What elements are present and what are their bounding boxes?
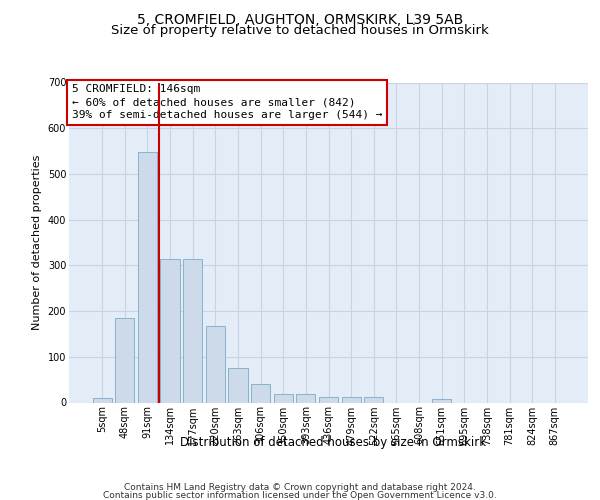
Bar (319, 397, 338, 402)
Bar (115, 318, 134, 402)
Bar (251, 384, 270, 402)
Bar (229, 368, 248, 402)
Text: Contains public sector information licensed under the Open Government Licence v3: Contains public sector information licen… (103, 490, 497, 500)
Bar (274, 394, 293, 402)
Text: Distribution of detached houses by size in Ormskirk: Distribution of detached houses by size … (180, 436, 486, 449)
Text: 5 CROMFIELD: 146sqm
← 60% of detached houses are smaller (842)
39% of semi-detac: 5 CROMFIELD: 146sqm ← 60% of detached ho… (71, 84, 382, 120)
Bar (364, 397, 383, 402)
Text: Contains HM Land Registry data © Crown copyright and database right 2024.: Contains HM Land Registry data © Crown c… (124, 482, 476, 492)
Bar (296, 394, 316, 402)
Bar (206, 326, 225, 402)
Text: Size of property relative to detached houses in Ormskirk: Size of property relative to detached ho… (111, 24, 489, 37)
Bar (160, 258, 180, 402)
Bar (432, 399, 451, 402)
Bar (92, 398, 112, 402)
Y-axis label: Number of detached properties: Number of detached properties (32, 155, 42, 330)
Text: 5, CROMFIELD, AUGHTON, ORMSKIRK, L39 5AB: 5, CROMFIELD, AUGHTON, ORMSKIRK, L39 5AB (137, 12, 463, 26)
Bar (341, 397, 361, 402)
Bar (183, 258, 202, 402)
Bar (138, 152, 157, 402)
